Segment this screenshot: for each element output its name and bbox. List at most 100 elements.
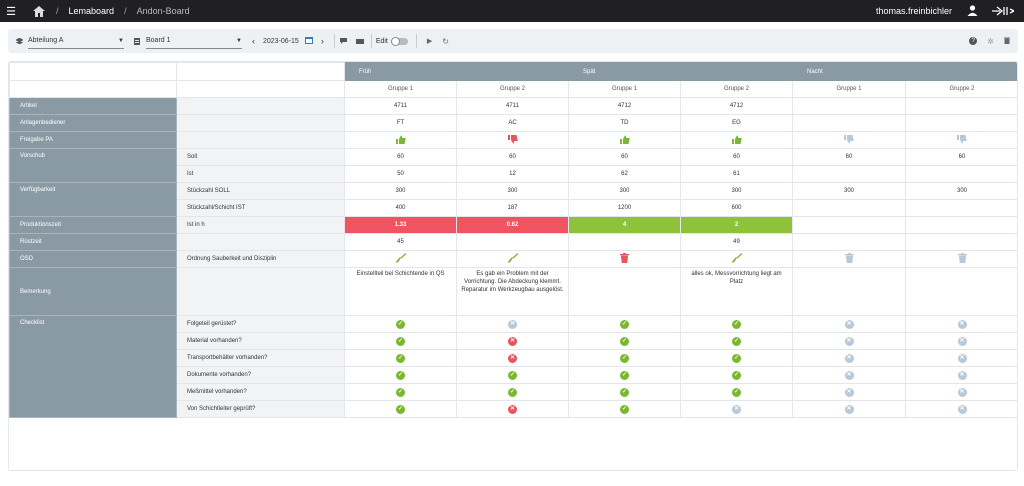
status-cell[interactable]: ✕ [456, 315, 569, 333]
value-cell[interactable]: 300 [344, 182, 457, 200]
value-cell[interactable]: 49 [680, 233, 793, 251]
value-cell[interactable]: 300 [680, 182, 793, 200]
value-cell[interactable]: AC [456, 114, 569, 132]
status-cell[interactable] [792, 131, 906, 149]
check-icon[interactable]: ✓ [396, 404, 405, 414]
status-cell[interactable]: ✕ [456, 332, 569, 350]
value-cell[interactable]: 12 [456, 165, 569, 183]
value-cell[interactable]: 4712 [568, 97, 681, 115]
value-cell[interactable]: 300 [568, 182, 681, 200]
value-cell[interactable]: 0.62 [456, 216, 569, 234]
thumbs-up-icon[interactable] [395, 135, 406, 146]
na-icon[interactable]: ✕ [957, 319, 967, 329]
value-cell[interactable] [792, 165, 906, 183]
thumbs-down-icon[interactable] [957, 134, 967, 146]
cross-icon[interactable]: ✕ [508, 336, 517, 346]
value-cell[interactable]: 45 [344, 233, 457, 251]
department-select[interactable]: Abteilung A ▼ [28, 33, 124, 49]
status-cell[interactable]: ✕ [680, 400, 793, 418]
value-cell[interactable]: 1200 [568, 199, 681, 217]
status-cell[interactable] [568, 250, 681, 268]
user-icon[interactable] [967, 5, 978, 18]
date-value[interactable]: 2023-06-15 [263, 37, 299, 45]
status-cell[interactable]: ✓ [568, 315, 681, 333]
status-cell[interactable]: ✓ [344, 400, 457, 418]
na-icon[interactable]: ✕ [957, 370, 967, 380]
value-cell[interactable]: 60 [905, 148, 1017, 166]
thumbs-down-icon[interactable] [507, 134, 518, 146]
breadcrumb-lemaboard[interactable]: Lemaboard [68, 6, 115, 16]
value-cell[interactable] [905, 199, 1017, 217]
status-cell[interactable] [456, 250, 569, 268]
trash-icon[interactable] [844, 253, 854, 265]
remark-cell[interactable]: Einstellteil bei Schichtende in QS [344, 267, 457, 316]
na-icon[interactable]: ✕ [508, 319, 517, 329]
na-icon[interactable]: ✕ [957, 353, 967, 363]
remark-cell[interactable]: alles ok, Messvorrichtung liegt am Platz [680, 267, 793, 316]
menu-icon[interactable]: ☰ [6, 5, 16, 18]
trash-icon[interactable] [620, 253, 629, 265]
status-cell[interactable]: ✓ [680, 315, 793, 333]
edit-toggle[interactable] [390, 36, 408, 46]
status-cell[interactable] [456, 131, 569, 149]
trash-icon[interactable] [957, 253, 967, 265]
value-cell[interactable]: 50 [344, 165, 457, 183]
status-cell[interactable]: ✓ [568, 349, 681, 367]
value-cell[interactable]: 1.33 [344, 216, 457, 234]
check-icon[interactable]: ✓ [732, 387, 741, 397]
value-cell[interactable] [905, 114, 1017, 132]
value-cell[interactable]: 60 [344, 148, 457, 166]
na-icon[interactable]: ✕ [844, 319, 854, 329]
value-cell[interactable]: 60 [568, 148, 681, 166]
play-icon[interactable]: ▶ [426, 38, 433, 45]
status-cell[interactable]: ✓ [344, 383, 457, 401]
message-icon[interactable] [355, 36, 365, 46]
status-cell[interactable]: ✕ [905, 366, 1017, 384]
check-icon[interactable]: ✓ [396, 370, 405, 380]
check-icon[interactable]: ✓ [620, 370, 629, 380]
status-cell[interactable]: ✓ [456, 366, 569, 384]
status-cell[interactable] [905, 131, 1017, 149]
value-cell[interactable]: FT [344, 114, 457, 132]
status-cell[interactable]: ✓ [344, 349, 457, 367]
status-cell[interactable]: ✕ [792, 400, 906, 418]
value-cell[interactable]: 4711 [344, 97, 457, 115]
status-cell[interactable]: ✓ [568, 366, 681, 384]
status-cell[interactable] [344, 131, 457, 149]
check-icon[interactable]: ✓ [396, 319, 405, 329]
home-icon[interactable] [32, 5, 46, 17]
check-icon[interactable]: ✓ [620, 404, 629, 414]
value-cell[interactable] [568, 233, 681, 251]
na-icon[interactable]: ✕ [957, 336, 967, 346]
cross-icon[interactable]: ✕ [508, 404, 517, 414]
value-cell[interactable] [905, 165, 1017, 183]
value-cell[interactable]: TD [568, 114, 681, 132]
value-cell[interactable]: 400 [344, 199, 457, 217]
status-cell[interactable]: ✓ [456, 383, 569, 401]
value-cell[interactable] [792, 216, 906, 234]
remark-cell[interactable] [568, 267, 681, 316]
status-cell[interactable]: ✕ [905, 383, 1017, 401]
value-cell[interactable]: 60 [680, 148, 793, 166]
broom-icon[interactable] [731, 253, 743, 265]
value-cell[interactable]: 62 [568, 165, 681, 183]
value-cell[interactable] [456, 233, 569, 251]
check-icon[interactable]: ✓ [620, 336, 629, 346]
remark-cell[interactable] [905, 267, 1017, 316]
check-icon[interactable]: ✓ [732, 370, 741, 380]
status-cell[interactable]: ✕ [792, 349, 906, 367]
status-cell[interactable] [792, 250, 906, 268]
na-icon[interactable]: ✕ [844, 353, 854, 363]
refresh-icon[interactable]: ↻ [442, 36, 449, 46]
status-cell[interactable]: ✕ [905, 315, 1017, 333]
cross-icon[interactable]: ✕ [508, 353, 517, 363]
calendar-icon[interactable] [304, 36, 313, 46]
status-cell[interactable]: ✕ [905, 349, 1017, 367]
check-icon[interactable]: ✓ [732, 336, 741, 346]
value-cell[interactable]: 300 [456, 182, 569, 200]
broom-icon[interactable] [507, 253, 519, 265]
na-icon[interactable]: ✕ [957, 387, 967, 397]
value-cell[interactable]: 300 [792, 182, 906, 200]
status-cell[interactable] [680, 131, 793, 149]
value-cell[interactable] [905, 233, 1017, 251]
